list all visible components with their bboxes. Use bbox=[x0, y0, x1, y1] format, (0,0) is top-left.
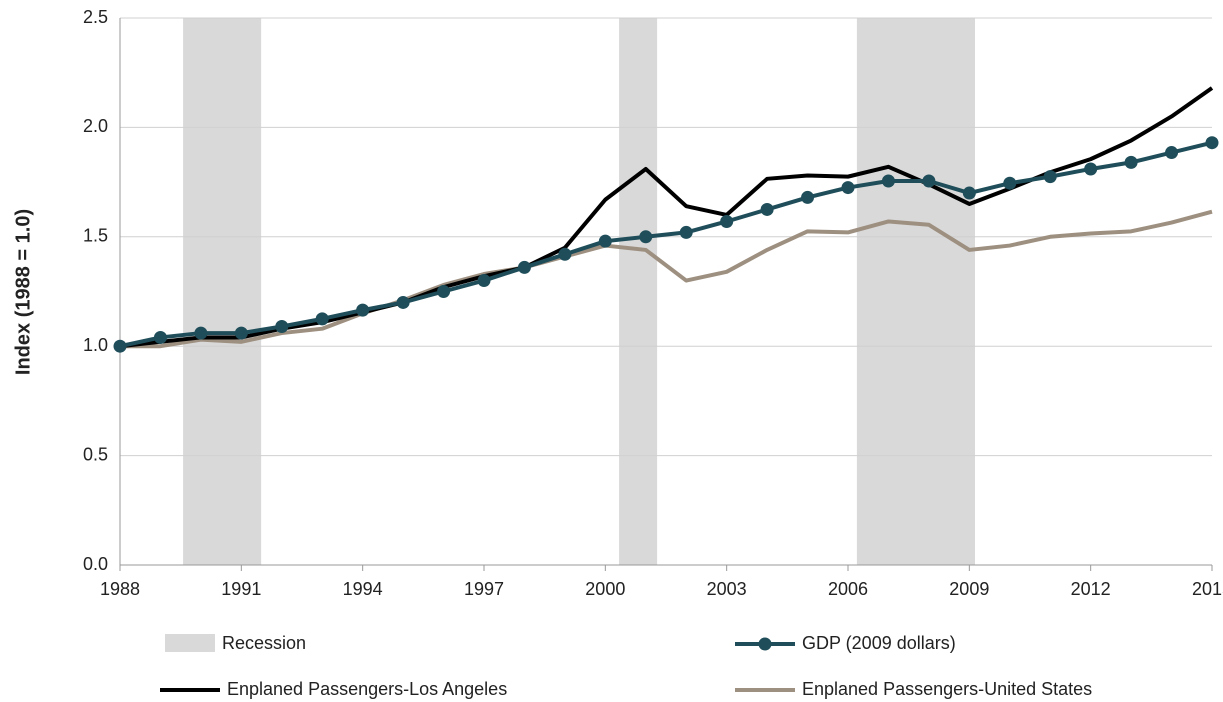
series-marker bbox=[1043, 170, 1057, 184]
series-line bbox=[119, 86, 1214, 349]
legend-swatch bbox=[165, 634, 215, 652]
x-tick-label: 2015 bbox=[1192, 579, 1223, 599]
series-marker bbox=[356, 303, 370, 317]
x-tick-label: 1991 bbox=[221, 579, 261, 599]
series-marker bbox=[437, 285, 451, 298]
legend-label: GDP (2009 dollars) bbox=[802, 633, 956, 653]
series-marker bbox=[1124, 155, 1138, 169]
series-marker bbox=[679, 225, 693, 239]
series-marker bbox=[1003, 176, 1017, 190]
recession-band bbox=[183, 18, 262, 565]
x-tick-label: 2009 bbox=[949, 579, 989, 599]
series-marker bbox=[598, 234, 612, 248]
series-marker bbox=[517, 260, 531, 274]
series-marker bbox=[234, 326, 248, 340]
series-marker bbox=[760, 202, 774, 216]
series-marker bbox=[841, 181, 855, 195]
x-tick-label: 1997 bbox=[464, 579, 504, 599]
series-marker bbox=[1084, 162, 1098, 176]
series-marker bbox=[275, 320, 289, 334]
series-marker bbox=[477, 274, 491, 288]
x-tick-label: 2003 bbox=[707, 579, 747, 599]
series-marker bbox=[720, 214, 734, 228]
series-marker bbox=[1205, 136, 1219, 150]
legend-marker bbox=[758, 637, 772, 651]
x-tick-label: 2000 bbox=[585, 579, 625, 599]
series-marker bbox=[315, 312, 329, 326]
series-marker bbox=[113, 339, 127, 353]
legend-label: Enplaned Passengers-Los Angeles bbox=[227, 679, 507, 699]
recession-band bbox=[619, 18, 658, 565]
x-tick-label: 1988 bbox=[100, 579, 140, 599]
legend-label: Recession bbox=[222, 633, 306, 653]
series-marker bbox=[396, 295, 410, 309]
x-tick-label: 2012 bbox=[1071, 579, 1111, 599]
series-marker bbox=[922, 174, 936, 188]
series-marker bbox=[194, 326, 208, 340]
series-marker bbox=[881, 174, 895, 188]
series-marker bbox=[639, 230, 653, 244]
series-marker bbox=[558, 247, 572, 261]
y-tick-label: 1.0 bbox=[83, 335, 108, 355]
series-marker bbox=[153, 330, 167, 344]
series-line bbox=[120, 209, 1213, 349]
series-line bbox=[119, 140, 1213, 349]
recession-band bbox=[856, 18, 975, 565]
y-tick-label: 0.5 bbox=[83, 444, 108, 464]
series-marker bbox=[962, 186, 976, 200]
series-marker bbox=[801, 190, 815, 204]
y-axis-label: Index (1988 = 1.0) bbox=[12, 209, 34, 375]
y-tick-label: 0.0 bbox=[83, 554, 108, 574]
x-tick-label: 2006 bbox=[828, 579, 868, 599]
y-tick-label: 1.5 bbox=[83, 226, 108, 246]
y-tick-label: 2.0 bbox=[83, 116, 108, 136]
y-tick-label: 2.5 bbox=[83, 7, 108, 27]
series-marker bbox=[1165, 146, 1179, 160]
x-tick-label: 1994 bbox=[343, 579, 383, 599]
legend-label: Enplaned Passengers-United States bbox=[802, 679, 1092, 699]
